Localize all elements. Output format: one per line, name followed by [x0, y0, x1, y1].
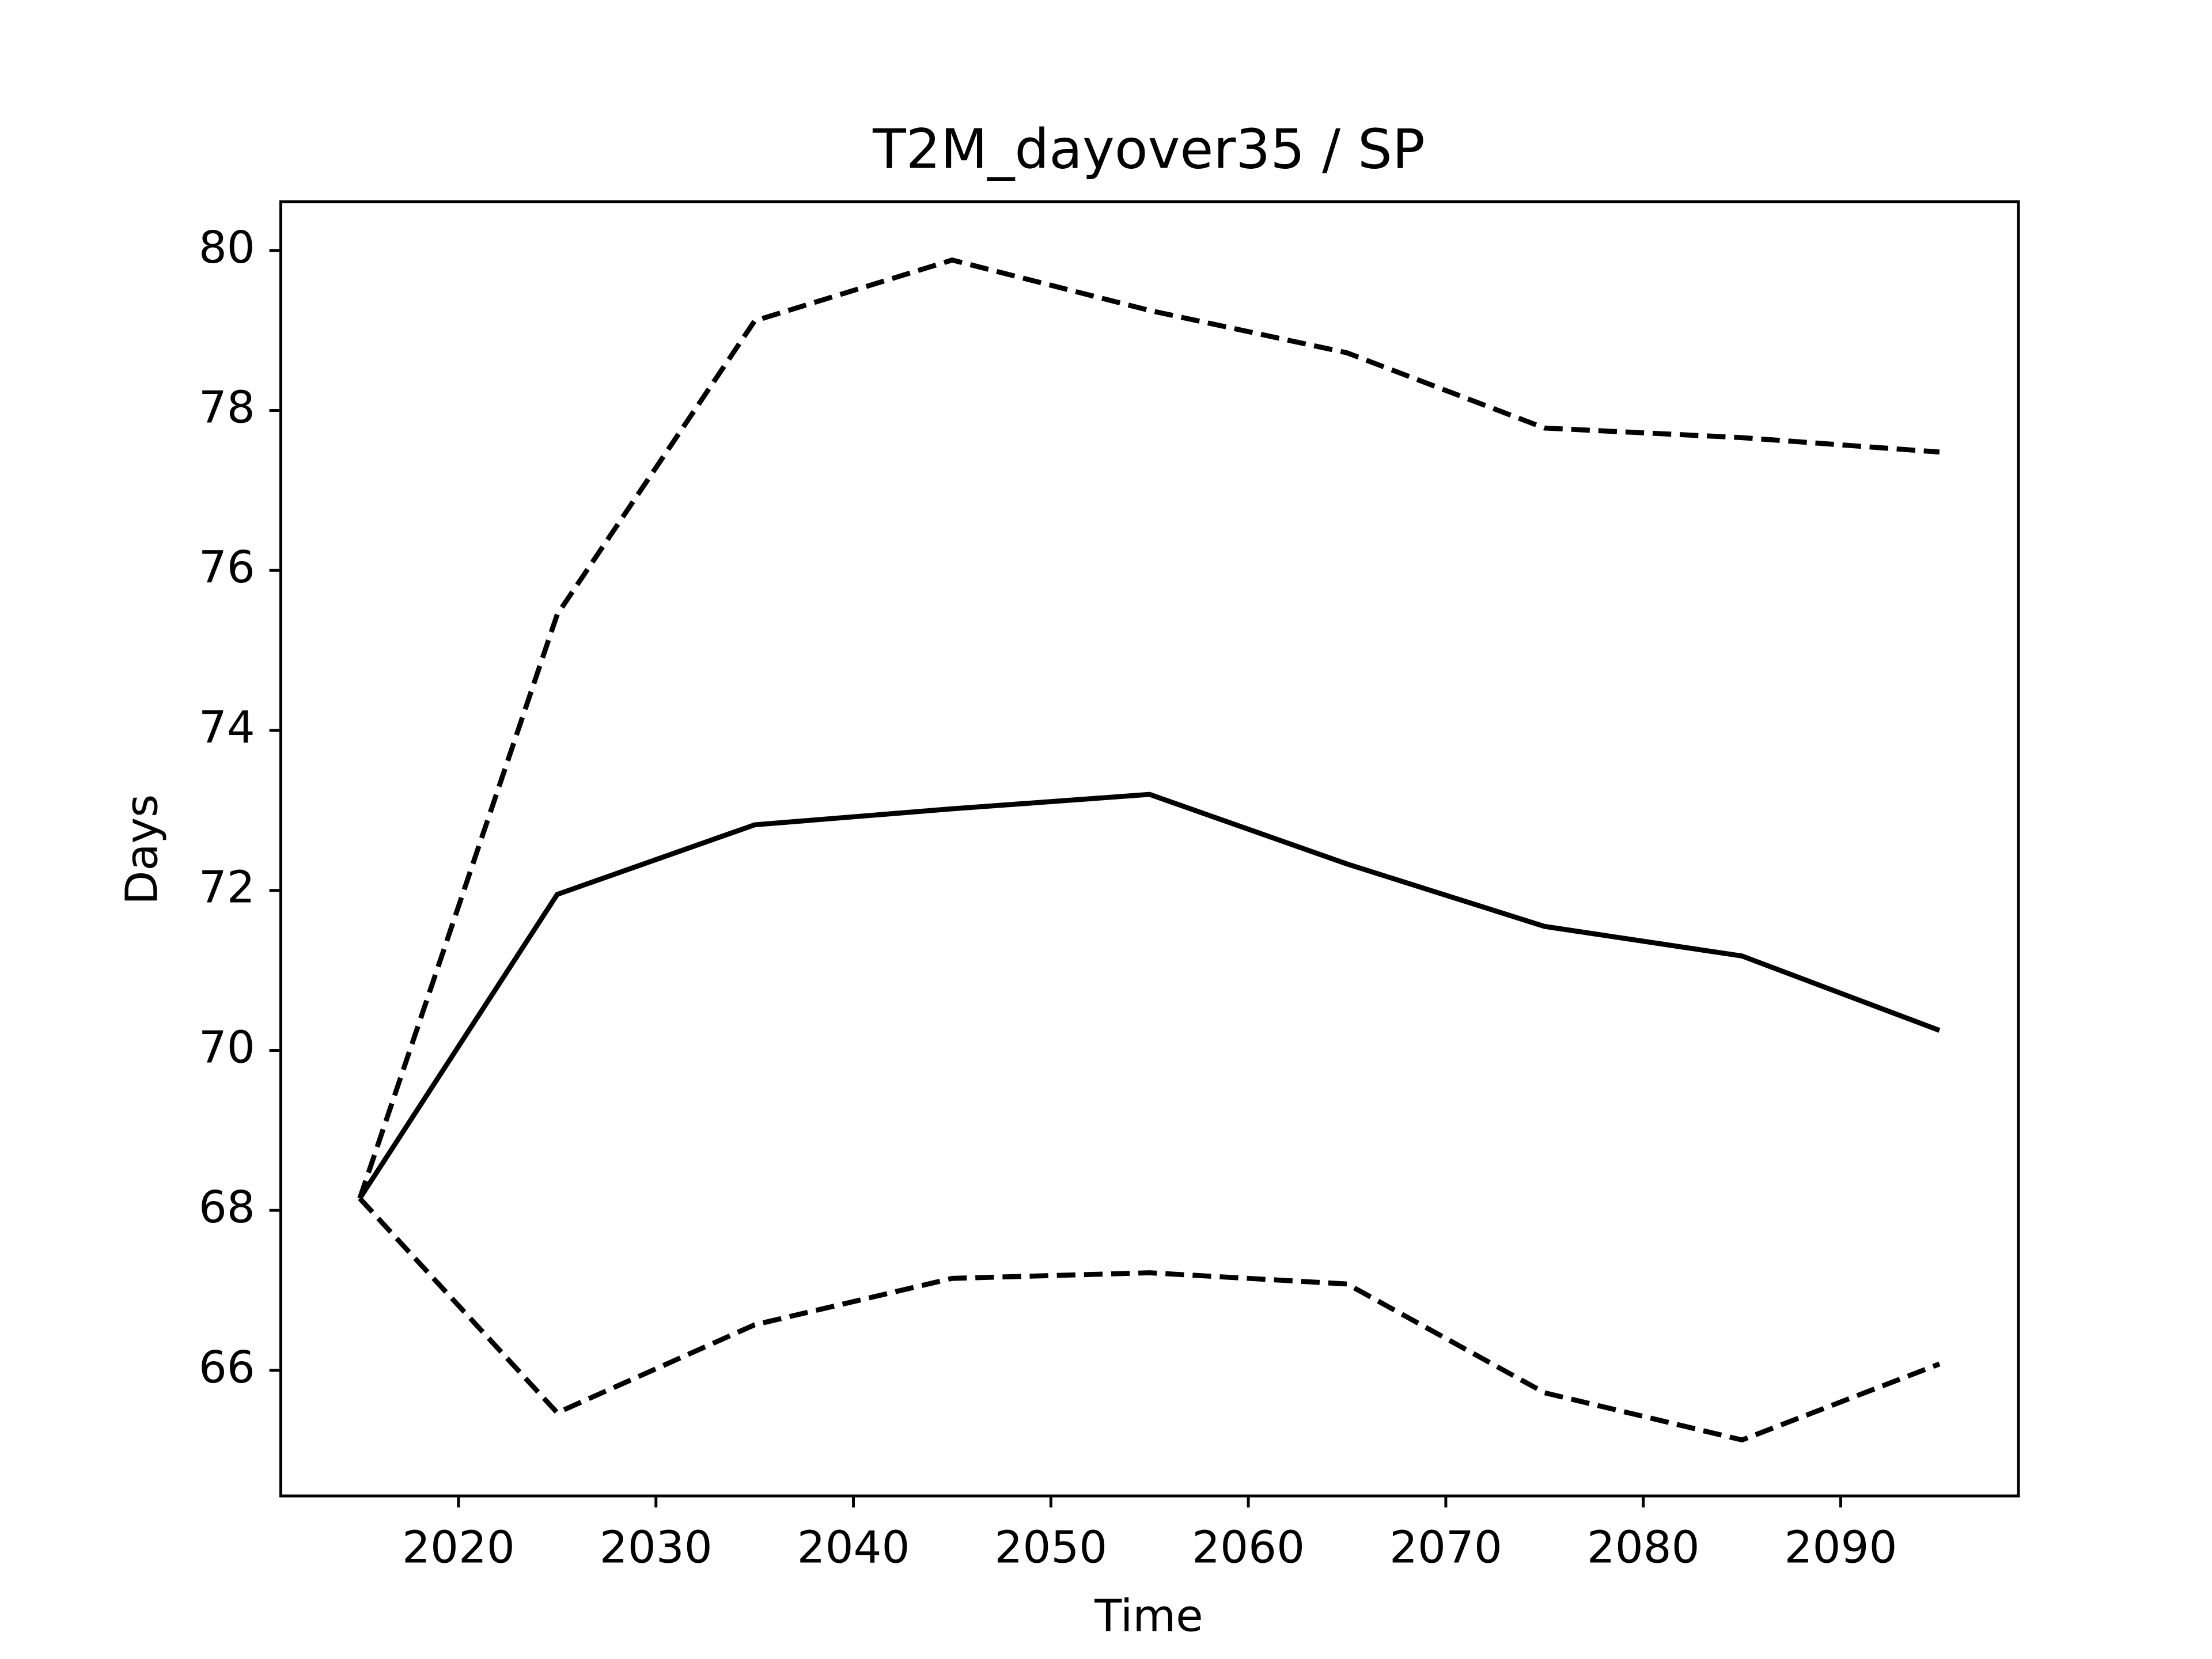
x-tick-label: 2020 — [402, 1522, 515, 1573]
data-line — [358, 1196, 1941, 1443]
x-tick-label: 2030 — [600, 1522, 713, 1573]
chart-title: T2M_dayover35 / SP — [872, 118, 1425, 181]
x-tick-label: 2050 — [994, 1522, 1107, 1573]
y-tick-label: 68 — [199, 1182, 255, 1233]
data-line — [357, 257, 1940, 1199]
x-tick-label: 2080 — [1587, 1522, 1700, 1573]
x-tick-label: 2070 — [1389, 1522, 1502, 1573]
y-tick-label: 66 — [199, 1342, 255, 1393]
data-line — [357, 791, 1941, 1200]
plot-frame — [279, 200, 2020, 1498]
x-tick-label: 2060 — [1192, 1522, 1305, 1573]
x-tick-label: 2040 — [797, 1522, 910, 1573]
y-tick-label: 74 — [199, 702, 255, 753]
y-tick-label: 78 — [199, 382, 255, 434]
y-tick-label: 80 — [199, 222, 255, 274]
x-tick-label: 2090 — [1785, 1522, 1897, 1573]
x-axis-label: Time — [1094, 1590, 1203, 1642]
y-tick-label: 70 — [199, 1022, 255, 1073]
y-axis-label: Days — [117, 794, 168, 905]
y-tick-label: 76 — [199, 542, 255, 593]
y-tick-label: 72 — [199, 862, 255, 914]
